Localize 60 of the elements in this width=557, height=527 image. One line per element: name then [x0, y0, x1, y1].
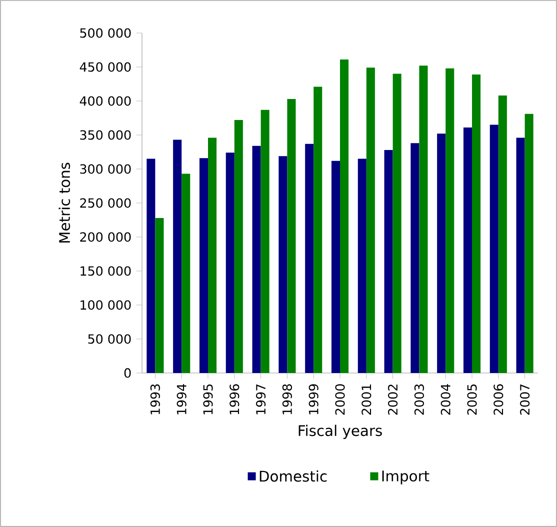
x-tick-label: 1997 — [256, 384, 266, 414]
bar — [472, 74, 481, 373]
x-tick-label: 1995 — [203, 384, 213, 414]
legend-label: Domestic — [260, 470, 327, 482]
x-tick-label: 1999 — [308, 384, 318, 414]
x-tick-label: 1998 — [282, 384, 292, 414]
bar — [314, 86, 322, 373]
y-tick-label: 0 — [124, 368, 131, 378]
bar — [490, 124, 498, 373]
x-tick-label: 2004 — [440, 384, 450, 415]
x-tick-label: 1994 — [176, 384, 186, 414]
bar — [437, 134, 446, 373]
bar — [287, 98, 296, 373]
bar — [366, 68, 375, 373]
bar — [358, 158, 366, 373]
bar — [226, 152, 234, 373]
y-tick-label: 500 000 — [80, 28, 131, 38]
y-tick-label: 150 000 — [80, 266, 131, 276]
x-tick-label: 2000 — [335, 384, 345, 415]
bar — [331, 160, 340, 373]
bar — [392, 74, 402, 373]
x-tick-label: 2007 — [520, 384, 530, 415]
bar — [446, 68, 454, 373]
bar — [419, 66, 428, 373]
y-axis-title: Metric tons — [58, 162, 70, 243]
y-tick-label: 400 000 — [80, 96, 131, 106]
x-tick-label: 2002 — [388, 384, 398, 415]
x-tick-label: 2001 — [362, 384, 372, 415]
bar — [260, 110, 270, 373]
y-tick-label: 300 000 — [80, 164, 131, 174]
y-tick-label: 200 000 — [80, 232, 131, 242]
bar — [146, 158, 156, 373]
x-tick-label: 2006 — [494, 384, 504, 415]
bar — [182, 174, 190, 373]
bar — [305, 144, 314, 373]
x-tick-label: 1996 — [230, 384, 240, 414]
bar — [234, 120, 243, 373]
bar — [410, 143, 420, 373]
bar — [173, 140, 182, 373]
bar — [463, 128, 472, 373]
bar — [498, 96, 507, 373]
bar — [384, 150, 393, 373]
bar — [252, 146, 261, 373]
y-tick-label: 50 000 — [88, 334, 131, 344]
bar — [516, 138, 525, 373]
x-tick-label: 2005 — [467, 384, 477, 415]
y-tick-label: 350 000 — [80, 130, 131, 140]
legend-label: Import — [382, 470, 430, 484]
x-axis-title: Fiscal years — [298, 424, 382, 439]
bar — [340, 60, 349, 373]
bar — [524, 114, 534, 373]
bar — [208, 138, 217, 373]
y-tick-label: 450 000 — [80, 62, 131, 72]
bar — [278, 156, 288, 373]
bar — [155, 218, 164, 373]
bar — [199, 158, 208, 373]
y-tick-label: 100 000 — [80, 300, 131, 310]
x-tick-label: 2003 — [414, 384, 424, 415]
y-tick-label: 250 000 — [80, 198, 131, 208]
x-tick-label: 1993 — [150, 384, 160, 414]
